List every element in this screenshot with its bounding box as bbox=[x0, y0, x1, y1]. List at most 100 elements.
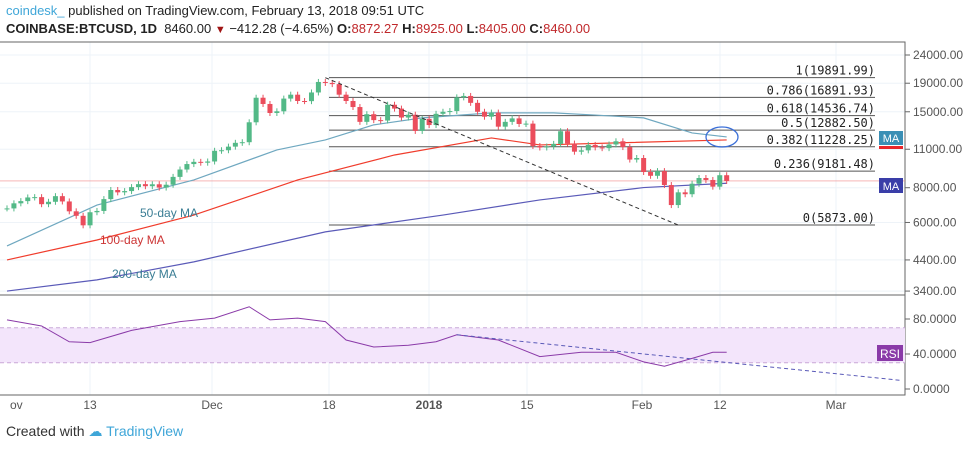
fib-level-label: 0.236(9181.48) bbox=[774, 157, 875, 171]
candle bbox=[724, 175, 730, 181]
candle bbox=[620, 141, 626, 148]
candle bbox=[523, 123, 529, 125]
candle bbox=[668, 185, 674, 206]
candle bbox=[52, 196, 58, 202]
rsi-y-tick-label: 0.0000 bbox=[913, 382, 950, 396]
x-tick-label: ov bbox=[10, 398, 23, 412]
candle bbox=[710, 179, 716, 187]
candle bbox=[419, 118, 425, 131]
candle bbox=[530, 123, 536, 146]
candle bbox=[689, 183, 695, 195]
candle bbox=[46, 201, 52, 205]
fib-level-label: 1(19891.99) bbox=[796, 64, 875, 78]
fib-level-label: 0.5(12882.50) bbox=[781, 116, 875, 130]
candle bbox=[329, 82, 335, 85]
candle bbox=[703, 177, 709, 180]
x-tick-label: 18 bbox=[322, 398, 336, 412]
candle bbox=[4, 208, 10, 210]
low-label: L: bbox=[466, 21, 479, 36]
candle bbox=[648, 172, 654, 176]
ma-line-200-day-ma bbox=[6, 182, 727, 292]
publish-info: coindesk_ published on TradingView.com, … bbox=[6, 3, 424, 18]
x-tick-label: Dec bbox=[201, 398, 222, 412]
open-value: 8872.27 bbox=[351, 21, 399, 36]
symbol-info: COINBASE:BTCUSD, 1D 8460.00 ▼ −412.28 (−… bbox=[6, 21, 590, 36]
candle bbox=[426, 118, 432, 126]
candle bbox=[461, 95, 467, 98]
candle bbox=[281, 98, 287, 112]
candle bbox=[565, 131, 571, 144]
candle bbox=[509, 118, 515, 122]
candle bbox=[73, 211, 79, 216]
candle bbox=[488, 112, 494, 117]
candle bbox=[371, 114, 377, 121]
y-tick-label: 3400.00 bbox=[913, 284, 957, 298]
candle bbox=[11, 203, 17, 209]
candle bbox=[599, 147, 605, 149]
close-label: C: bbox=[529, 21, 544, 36]
footer: Created with ☁ TradingView bbox=[6, 423, 183, 440]
candle bbox=[59, 196, 65, 202]
candle bbox=[495, 112, 501, 127]
candle bbox=[585, 144, 591, 151]
x-tick-label: Mar bbox=[826, 398, 847, 412]
y-tick-label: 24000.00 bbox=[913, 48, 963, 62]
x-tick-label: 2018 bbox=[416, 398, 443, 412]
close-value: 8460.00 bbox=[543, 21, 591, 36]
candle bbox=[163, 184, 169, 188]
candle bbox=[288, 94, 294, 99]
candle bbox=[544, 146, 550, 148]
candle bbox=[551, 143, 557, 147]
y-tick-label: 15000.00 bbox=[913, 105, 963, 119]
tradingview-logo-icon: ☁ bbox=[88, 423, 103, 439]
y-tick-label: 6000.00 bbox=[913, 215, 957, 229]
candle bbox=[654, 171, 660, 176]
tradingview-link[interactable]: TradingView bbox=[106, 423, 184, 439]
candle bbox=[198, 161, 204, 163]
candle bbox=[129, 187, 135, 192]
candle bbox=[385, 104, 391, 121]
candle bbox=[627, 147, 633, 160]
candle bbox=[101, 199, 107, 211]
candle bbox=[94, 210, 100, 213]
candle bbox=[682, 192, 688, 195]
rsi-line bbox=[6, 306, 727, 367]
candle bbox=[32, 197, 38, 199]
fib-level-label: 0(5873.00) bbox=[803, 211, 875, 225]
created-with: Created with bbox=[6, 423, 85, 439]
down-arrow-icon: ▼ bbox=[214, 24, 226, 36]
ma50-badge-label: MA bbox=[883, 133, 900, 145]
symbol: COINBASE:BTCUSD, 1D bbox=[6, 21, 157, 36]
price-trendline bbox=[325, 77, 679, 226]
candle bbox=[592, 144, 598, 148]
candle bbox=[481, 111, 487, 117]
author-link[interactable]: coindesk_ bbox=[6, 3, 65, 18]
rsi-badge-label: RSI bbox=[880, 347, 900, 361]
candle bbox=[613, 141, 619, 145]
candle bbox=[239, 142, 245, 144]
candle bbox=[18, 201, 24, 204]
candle bbox=[537, 145, 543, 148]
candle bbox=[398, 108, 404, 118]
x-tick-label: 15 bbox=[520, 398, 534, 412]
candle bbox=[219, 150, 225, 152]
candle bbox=[343, 94, 349, 101]
high-value: 8925.00 bbox=[415, 21, 463, 36]
low-value: 8405.00 bbox=[478, 21, 526, 36]
candle bbox=[558, 131, 564, 144]
candle bbox=[571, 143, 577, 152]
candle bbox=[412, 114, 418, 131]
candle bbox=[392, 104, 398, 109]
highlight-ellipse bbox=[705, 126, 739, 148]
open-label: O: bbox=[337, 21, 352, 36]
x-tick-label: 13 bbox=[83, 398, 97, 412]
candle bbox=[717, 175, 723, 187]
y-tick-label: 19000.00 bbox=[913, 76, 963, 90]
candle bbox=[108, 189, 114, 200]
candle bbox=[170, 176, 176, 185]
candle bbox=[142, 184, 148, 187]
candle bbox=[80, 215, 86, 226]
ma100-marker bbox=[879, 146, 903, 149]
